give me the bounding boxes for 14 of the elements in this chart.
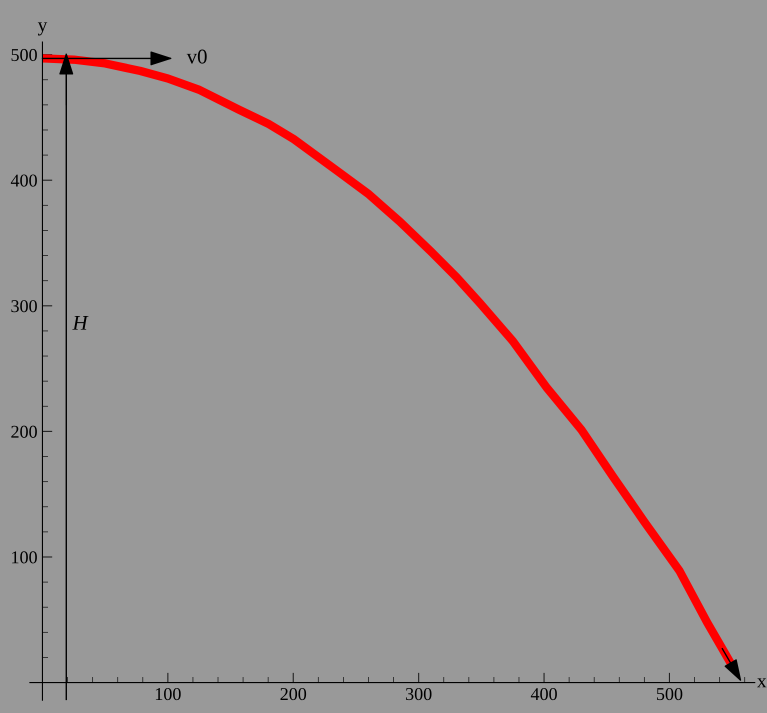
x-tick-label: 400 xyxy=(530,688,557,700)
annotation: v0 xyxy=(186,50,207,64)
y-tick-label: 300 xyxy=(11,300,37,312)
x-tick-label: 300 xyxy=(406,688,432,700)
ref-line-label: H xyxy=(72,316,89,330)
x-tick-label: 200 xyxy=(280,688,306,700)
x-axis-title: x xyxy=(757,678,766,688)
y-tick-label: 200 xyxy=(11,426,37,438)
y-axis-title: y xyxy=(38,22,48,36)
y-tick-label: 400 xyxy=(10,174,37,187)
y-tick-label: 500 xyxy=(12,48,37,62)
x-tick-label: 100 xyxy=(156,688,181,700)
x-tick-label: 500 xyxy=(656,688,682,700)
y-tick-label: 100 xyxy=(12,551,37,564)
